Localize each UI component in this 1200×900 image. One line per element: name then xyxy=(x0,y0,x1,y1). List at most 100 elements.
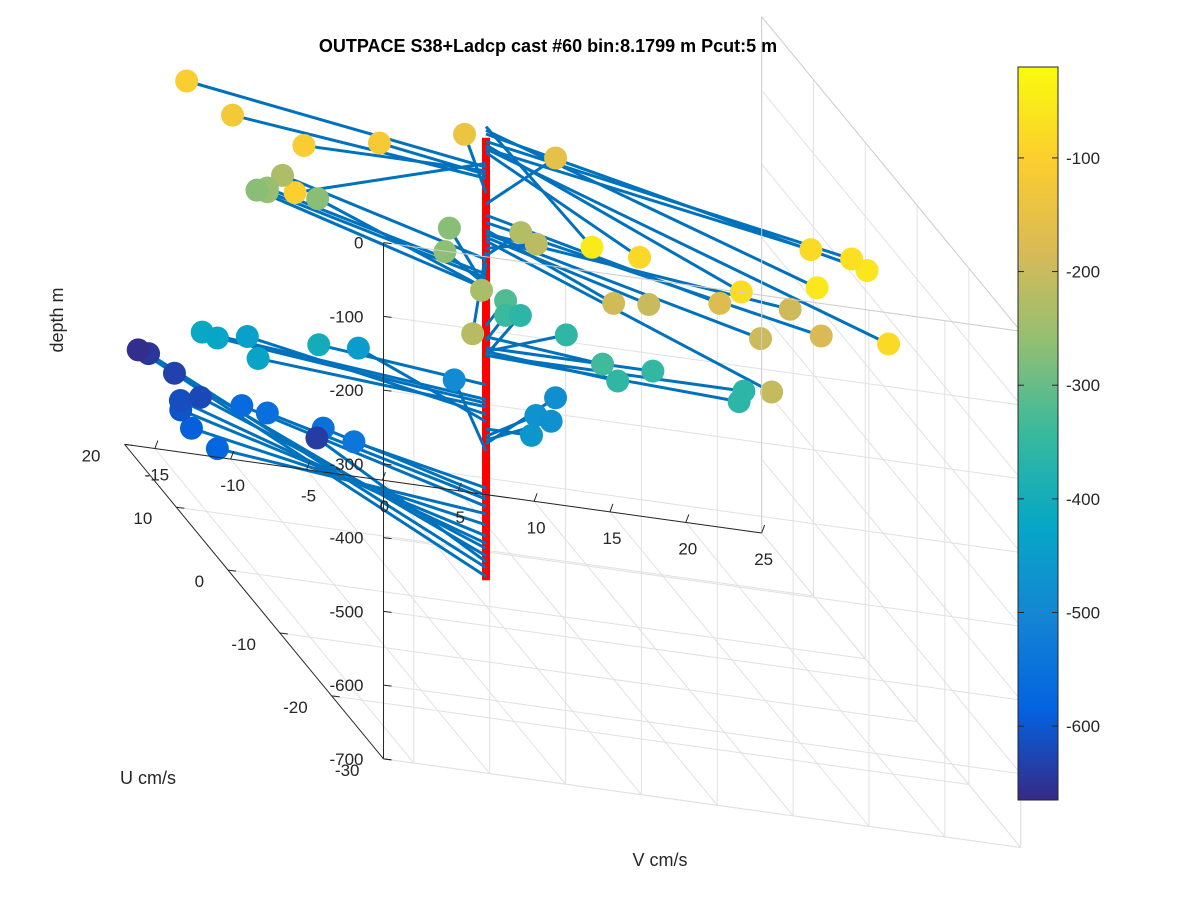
grid-line xyxy=(306,469,566,785)
colorbar-tick-label: -200 xyxy=(1066,263,1100,282)
velocity-point xyxy=(539,409,563,433)
velocity-stick xyxy=(485,346,654,373)
x-tick xyxy=(609,503,614,513)
velocity-point xyxy=(162,361,186,385)
velocity-stick xyxy=(294,162,487,195)
colorbar-tick-label: -300 xyxy=(1066,376,1100,395)
y-tick xyxy=(228,569,237,572)
box-edge xyxy=(761,16,1022,332)
grid-line xyxy=(761,458,1022,775)
velocity-stick xyxy=(485,156,557,206)
velocity-stick xyxy=(357,346,487,423)
colorbar-tick-label: -500 xyxy=(1066,603,1100,622)
velocity-point xyxy=(708,291,732,315)
grid-line xyxy=(761,237,1022,553)
x-tick-label: -15 xyxy=(145,466,170,485)
velocity-point xyxy=(840,247,864,271)
grid-line xyxy=(154,448,415,764)
colorbar-tick-label: -100 xyxy=(1066,149,1100,168)
x-tick-label: 10 xyxy=(527,518,546,537)
velocity-point xyxy=(628,245,652,269)
y-tick-label: -20 xyxy=(283,698,308,717)
velocity-point xyxy=(461,322,485,346)
velocity-point xyxy=(179,416,203,440)
y-tick-label: -30 xyxy=(335,761,360,780)
z-tick-label: -400 xyxy=(329,529,363,548)
grid-line xyxy=(685,522,946,838)
grid-line xyxy=(279,632,918,723)
velocity-stick xyxy=(316,197,487,291)
velocity-point xyxy=(126,338,150,362)
velocity-point xyxy=(520,423,544,447)
x-tick-label: 5 xyxy=(456,508,465,527)
velocity-point xyxy=(307,333,331,357)
velocity-point xyxy=(342,430,366,454)
y-tick-label: 0 xyxy=(195,572,204,591)
x-tick xyxy=(761,524,766,534)
velocity-point xyxy=(437,216,461,240)
velocity-point xyxy=(221,103,245,127)
velocity-point xyxy=(602,291,626,315)
y-tick xyxy=(331,695,340,698)
x-tick xyxy=(230,450,235,460)
velocity-stick xyxy=(266,190,487,280)
velocity-point xyxy=(168,389,192,413)
velocity-point xyxy=(732,379,756,403)
velocity-stick xyxy=(485,335,603,366)
y-tick xyxy=(176,506,185,509)
x-tick-label: -10 xyxy=(220,476,245,495)
velocity-stick xyxy=(266,411,487,501)
velocity-point xyxy=(235,325,259,348)
x-tick xyxy=(533,493,538,502)
grid-line xyxy=(609,511,870,827)
velocity-point xyxy=(805,276,829,300)
velocity-point xyxy=(591,352,615,376)
velocity-point xyxy=(544,146,568,170)
y-tick-label: 10 xyxy=(133,509,152,528)
velocity-stick xyxy=(256,188,487,291)
grid-line xyxy=(761,163,1022,480)
velocity-stick xyxy=(485,147,890,346)
z-tick xyxy=(383,610,392,613)
grid-line xyxy=(230,458,491,774)
grid-line xyxy=(761,385,1022,701)
grid-line xyxy=(533,500,794,817)
x-axis-label: V cm/s xyxy=(632,850,687,870)
y-tick xyxy=(383,758,392,761)
velocity-stick xyxy=(246,335,487,416)
velocity-point xyxy=(283,181,307,205)
z-tick xyxy=(383,315,392,318)
velocity-stick xyxy=(452,379,488,452)
velocity-stick xyxy=(232,113,487,180)
velocity-point xyxy=(205,437,229,461)
grid-line xyxy=(761,532,1022,848)
velocity-stick xyxy=(485,147,812,252)
colorbar xyxy=(1017,66,1059,801)
z-tick xyxy=(383,242,392,245)
colorbar-tick-label: -600 xyxy=(1066,717,1100,736)
tick-labels: 0-100-200-300-400-500-600-700-30-20-1001… xyxy=(82,234,774,780)
velocity-point xyxy=(544,386,568,410)
velocity-point xyxy=(509,221,533,245)
z-axis-label: depth m xyxy=(47,287,67,352)
y-axis-line xyxy=(124,444,384,760)
velocity-point xyxy=(508,303,532,327)
box-edge xyxy=(383,242,1021,332)
grid-line xyxy=(382,479,642,796)
grid-line xyxy=(383,684,1021,775)
z-tick xyxy=(383,684,392,687)
z-tick-label: -600 xyxy=(329,676,363,695)
y-tick-label: 20 xyxy=(82,446,101,465)
chart-title: OUTPACE S38+Ladcp cast #60 bin:8.1799 m … xyxy=(319,36,777,56)
z-tick xyxy=(383,537,392,540)
velocity-point xyxy=(580,235,604,259)
x-tick-label: 25 xyxy=(754,550,773,569)
colorbar-ticks: -100 -200 -300 -400 -500 -600 xyxy=(1018,149,1100,736)
velocity-stick xyxy=(485,333,567,354)
velocity-stick xyxy=(485,396,557,446)
velocity-point xyxy=(554,323,578,347)
y-tick xyxy=(279,632,288,635)
grid-line xyxy=(383,758,1021,848)
velocity-point xyxy=(809,324,833,348)
